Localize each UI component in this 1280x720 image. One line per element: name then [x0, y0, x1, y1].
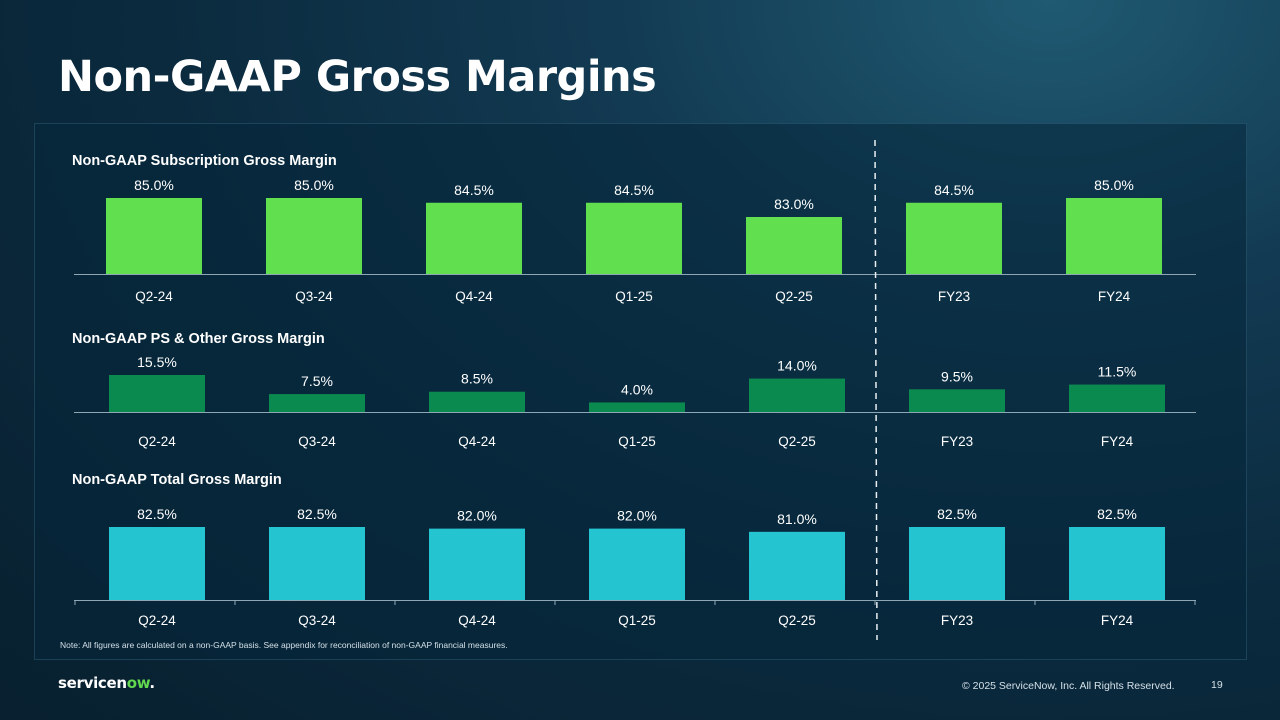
data-label-subscription: 85.0% [294, 177, 334, 193]
bar-ps-other-q2-24 [109, 375, 205, 412]
data-label-total: 82.0% [457, 508, 497, 524]
servicenow-logo: servicenow. [58, 674, 155, 692]
data-label-total: 82.5% [297, 506, 337, 522]
data-label-subscription: 84.5% [934, 182, 974, 198]
category-label-total: Q2-24 [138, 613, 176, 628]
category-label-subscription: FY23 [938, 289, 970, 304]
category-label-ps-other: Q3-24 [298, 434, 336, 449]
quarter-fy-divider [874, 139, 878, 641]
category-label-subscription: Q2-25 [775, 289, 813, 304]
bar-total-fy24 [1069, 527, 1165, 600]
page-number: 19 [1211, 679, 1223, 691]
logo-suffix: . [149, 674, 155, 692]
data-label-ps-other: 11.5% [1098, 364, 1137, 380]
data-label-subscription: 85.0% [134, 177, 174, 193]
category-label-ps-other: Q1-25 [618, 434, 656, 449]
data-label-subscription: 84.5% [454, 182, 494, 198]
data-label-total: 82.5% [937, 506, 977, 522]
category-label-subscription: FY24 [1098, 289, 1131, 304]
data-label-total: 82.0% [617, 508, 657, 524]
data-label-total: 81.0% [777, 511, 817, 527]
bar-ps-other-q2-25 [749, 378, 845, 412]
bar-ps-other-q1-25 [589, 402, 685, 412]
bar-total-q1-25 [589, 528, 685, 600]
data-label-ps-other: 4.0% [621, 381, 653, 397]
bar-subscription-q1-25 [586, 202, 682, 274]
data-label-subscription: 85.0% [1094, 177, 1134, 193]
data-label-subscription: 84.5% [614, 182, 654, 198]
data-label-ps-other: 14.0% [777, 358, 817, 374]
bar-subscription-q2-24 [106, 198, 202, 274]
bar-total-q3-24 [269, 527, 365, 600]
category-label-total: Q4-24 [458, 613, 496, 628]
bar-subscription-fy23 [906, 202, 1002, 274]
copyright-notice: © 2025 ServiceNow, Inc. All Rights Reser… [962, 680, 1175, 692]
chart-title-total: Non-GAAP Total Gross Margin [72, 472, 282, 488]
data-label-ps-other: 7.5% [301, 373, 333, 389]
bar-total-q2-24 [109, 527, 205, 600]
data-label-ps-other: 15.5% [137, 354, 177, 370]
chart-title-ps-other: Non-GAAP PS & Other Gross Margin [72, 331, 325, 347]
category-label-total: Q3-24 [298, 613, 336, 628]
category-label-ps-other: Q4-24 [458, 434, 496, 449]
data-label-ps-other: 9.5% [941, 368, 973, 384]
bar-subscription-q4-24 [426, 202, 522, 274]
logo-accent: ow [126, 674, 150, 692]
category-label-ps-other: Q2-24 [138, 434, 176, 449]
category-label-subscription: Q4-24 [455, 289, 493, 304]
category-label-total: FY24 [1101, 613, 1134, 628]
logo-text: servicen [58, 674, 127, 692]
data-label-total: 82.5% [1097, 506, 1137, 522]
bar-subscription-q3-24 [266, 198, 362, 274]
category-label-subscription: Q3-24 [295, 289, 333, 304]
category-label-total: Q2-25 [778, 613, 816, 628]
category-label-subscription: Q1-25 [615, 289, 653, 304]
data-label-subscription: 83.0% [774, 196, 814, 212]
bar-ps-other-q4-24 [429, 391, 525, 412]
bar-total-q2-25 [749, 531, 845, 600]
chart-title-subscription: Non-GAAP Subscription Gross Margin [72, 153, 337, 169]
category-label-total: FY23 [941, 613, 973, 628]
category-label-ps-other: FY24 [1101, 434, 1134, 449]
category-label-ps-other: FY23 [941, 434, 973, 449]
bar-total-q4-24 [429, 528, 525, 600]
data-label-ps-other: 8.5% [461, 371, 493, 387]
bar-ps-other-fy24 [1069, 384, 1165, 412]
bar-subscription-q2-25 [746, 217, 842, 274]
data-label-total: 82.5% [137, 506, 177, 522]
bar-total-fy23 [909, 527, 1005, 600]
category-label-subscription: Q2-24 [135, 289, 173, 304]
category-label-total: Q1-25 [618, 613, 656, 628]
footnote: Note: All figures are calculated on a no… [60, 640, 508, 650]
bar-ps-other-q3-24 [269, 394, 365, 412]
category-label-ps-other: Q2-25 [778, 434, 816, 449]
page-title: Non-GAAP Gross Margins [58, 52, 657, 102]
bar-ps-other-fy23 [909, 389, 1005, 412]
bar-subscription-fy24 [1066, 198, 1162, 274]
